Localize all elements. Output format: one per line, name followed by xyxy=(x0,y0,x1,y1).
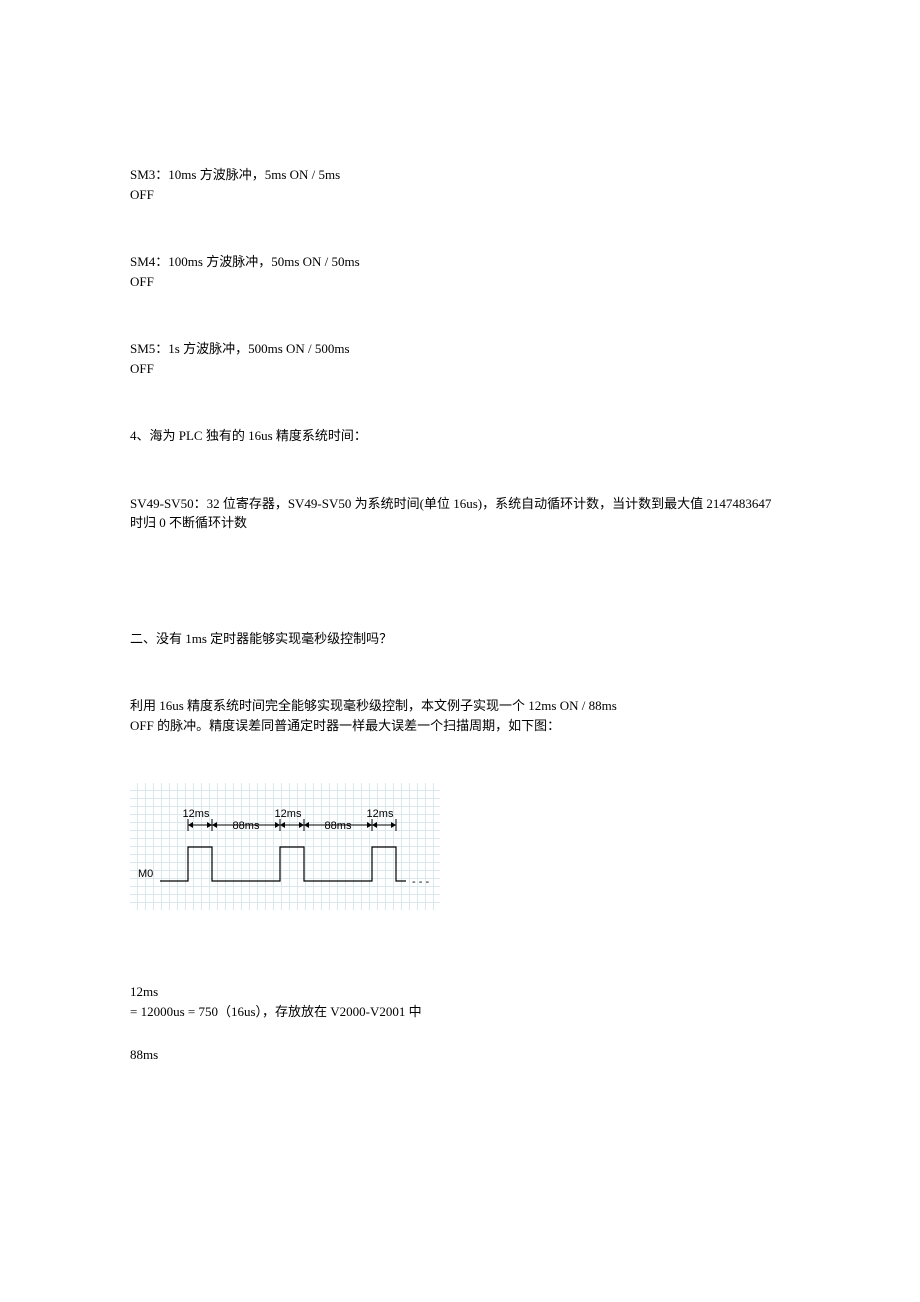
paragraph-calc88: 88ms xyxy=(130,1045,790,1065)
paragraph-sv49: SV49-SV50：32 位寄存器，SV49-SV50 为系统时间(单位 16u… xyxy=(130,494,790,533)
paragraph-item4: 4、海为 PLC 独有的 16us 精度系统时间： xyxy=(130,426,790,446)
paragraph-use16us: 利用 16us 精度系统时间完全能够实现毫秒级控制，本文例子实现一个 12ms … xyxy=(130,696,790,735)
text-line: 4、海为 PLC 独有的 16us 精度系统时间： xyxy=(130,426,790,446)
text-line: OFF 的脉冲。精度误差同普通定时器一样最大误差一个扫描周期，如下图： xyxy=(130,716,790,736)
timing-diagram-svg: - - - M0 12ms 88ms 12ms 88ms 12ms xyxy=(130,789,440,904)
document-page: SM3：10ms 方波脉冲，5ms ON / 5ms OFF SM4：100ms… xyxy=(0,0,920,1302)
text-line: 时归 0 不断循环计数 xyxy=(130,513,790,533)
text-line: 12ms xyxy=(130,982,790,1002)
text-line: 88ms xyxy=(130,1045,790,1065)
svg-text:88ms: 88ms xyxy=(233,820,260,832)
section-2-heading: 二、没有 1ms 定时器能够实现毫秒级控制吗？ xyxy=(130,629,790,649)
text-line: SM5：1s 方波脉冲，500ms ON / 500ms xyxy=(130,339,790,359)
text-line: SV49-SV50：32 位寄存器，SV49-SV50 为系统时间(单位 16u… xyxy=(130,494,790,514)
paragraph-sm5: SM5：1s 方波脉冲，500ms ON / 500ms OFF xyxy=(130,339,790,378)
text-line: OFF xyxy=(130,185,790,205)
text-line: SM3：10ms 方波脉冲，5ms ON / 5ms xyxy=(130,165,790,185)
svg-text:88ms: 88ms xyxy=(325,820,352,832)
text-line: = 12000us = 750（16us），存放放在 V2000-V2001 中 xyxy=(130,1002,790,1022)
text-line: OFF xyxy=(130,359,790,379)
svg-text:- - -: - - - xyxy=(412,876,429,888)
text-line: 利用 16us 精度系统时间完全能够实现毫秒级控制，本文例子实现一个 12ms … xyxy=(130,696,790,716)
svg-text:M0: M0 xyxy=(138,868,153,880)
svg-text:12ms: 12ms xyxy=(367,808,394,820)
svg-text:12ms: 12ms xyxy=(183,808,210,820)
paragraph-calc12: 12ms = 12000us = 750（16us），存放放在 V2000-V2… xyxy=(130,982,790,1021)
text-line: SM4：100ms 方波脉冲，50ms ON / 50ms xyxy=(130,252,790,272)
paragraph-sm4: SM4：100ms 方波脉冲，50ms ON / 50ms OFF xyxy=(130,252,790,291)
text-line: OFF xyxy=(130,272,790,292)
paragraph-sm3: SM3：10ms 方波脉冲，5ms ON / 5ms OFF xyxy=(130,165,790,204)
svg-text:12ms: 12ms xyxy=(275,808,302,820)
text-line: 二、没有 1ms 定时器能够实现毫秒级控制吗？ xyxy=(130,629,790,649)
timing-diagram: - - - M0 12ms 88ms 12ms 88ms 12ms xyxy=(130,783,440,910)
